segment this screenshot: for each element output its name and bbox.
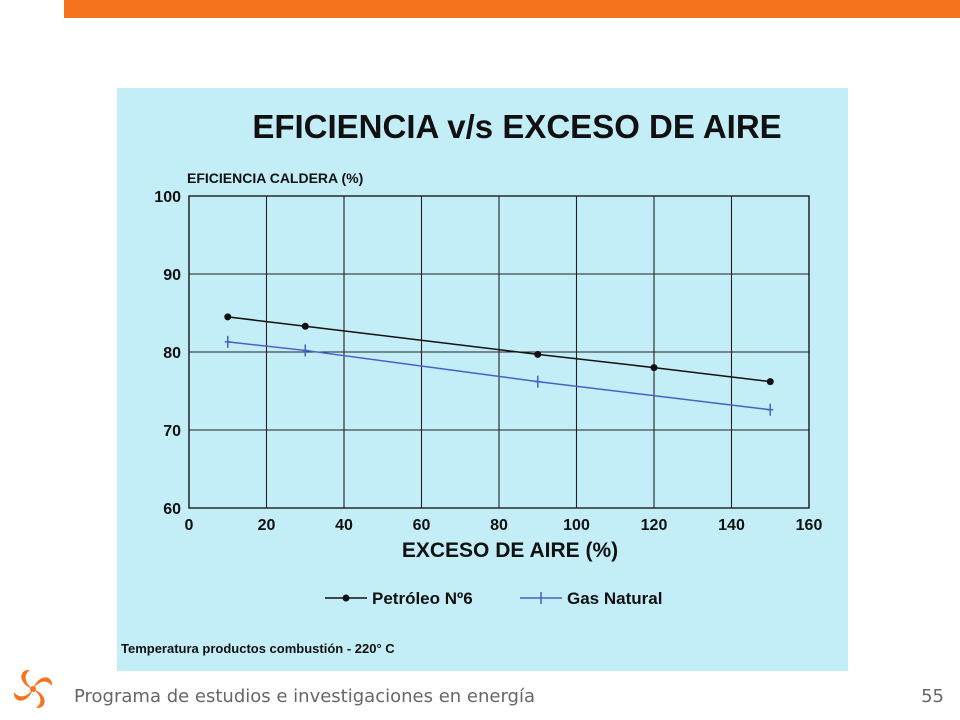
legend-entry-0: Petróleo Nº6 xyxy=(325,589,473,608)
data-point xyxy=(224,313,232,321)
series-line-1 xyxy=(227,341,771,411)
data-point xyxy=(767,403,774,416)
legend-marker xyxy=(342,594,350,602)
page-number: 55 xyxy=(921,686,944,707)
y-axis-label: EFICIENCIA CALDERA (%) xyxy=(187,170,363,186)
legend-entry-1: Gas Natural xyxy=(520,589,662,608)
data-point xyxy=(650,364,658,372)
top-accent-bar xyxy=(64,0,960,18)
y-tick-label: 80 xyxy=(163,345,181,362)
x-tick-label: 40 xyxy=(335,517,353,534)
data-point xyxy=(301,322,309,330)
x-tick-label: 0 xyxy=(185,517,194,534)
y-tick-label: 70 xyxy=(163,423,181,440)
x-tick-label: 80 xyxy=(490,517,508,534)
data-point xyxy=(302,344,309,357)
x-tick-label: 60 xyxy=(413,517,431,534)
x-tick-label: 120 xyxy=(641,517,668,534)
footer-text: Programa de estudios e investigaciones e… xyxy=(74,686,535,707)
chart-title: EFICIENCIA v/s EXCESO DE AIRE xyxy=(252,108,781,145)
y-tick-label: 60 xyxy=(163,501,181,518)
chart-panel: EFICIENCIA v/s EXCESO DE AIRE EFICIENCIA… xyxy=(117,88,848,671)
x-tick-label: 140 xyxy=(718,517,745,534)
x-tick-label: 100 xyxy=(563,517,590,534)
data-point xyxy=(766,378,774,386)
y-tick-label: 100 xyxy=(154,189,181,206)
swirl-logo-icon xyxy=(13,669,53,709)
efficiency-chart: EFICIENCIA v/s EXCESO DE AIRE EFICIENCIA… xyxy=(121,108,823,656)
temperature-note: Temperatura productos combustión - 220° … xyxy=(121,641,395,656)
legend-label: Petróleo Nº6 xyxy=(372,589,473,608)
x-tick-label: 160 xyxy=(796,517,823,534)
x-axis-label: EXCESO DE AIRE (%) xyxy=(402,539,618,562)
legend-label: Gas Natural xyxy=(567,589,662,608)
data-point xyxy=(534,350,542,358)
data-point xyxy=(224,335,231,348)
data-point xyxy=(534,375,541,388)
x-tick-label: 20 xyxy=(258,517,276,534)
y-tick-label: 90 xyxy=(163,267,181,284)
